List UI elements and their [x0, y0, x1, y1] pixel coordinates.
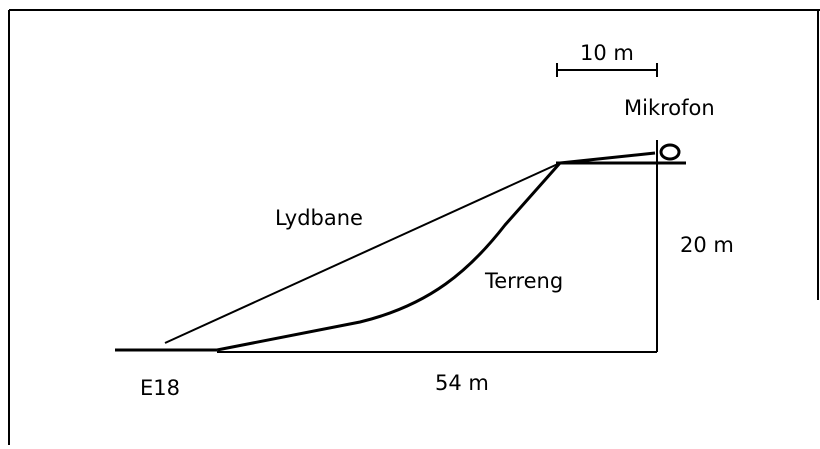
microphone-icon: [659, 143, 681, 161]
microphone-line: [559, 151, 656, 165]
road-label: E18: [140, 376, 180, 400]
sound-path-label: Lydbane: [275, 206, 363, 230]
terrain-line: [216, 162, 562, 352]
scale-label: 10 m: [580, 41, 634, 65]
height-label: 20 m: [680, 233, 734, 257]
terrain-label: Terreng: [484, 269, 563, 293]
distance-label: 54 m: [435, 371, 489, 395]
microphone-label: Mikrofon: [624, 96, 715, 120]
sound-path-line: [164, 162, 561, 344]
